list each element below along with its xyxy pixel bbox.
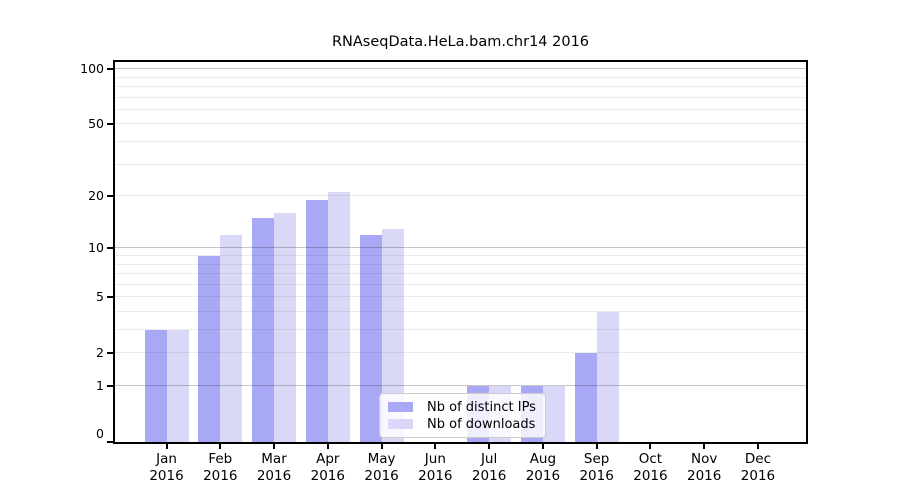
y-tick-label-10: 10 — [88, 240, 104, 256]
x-tick-oct — [649, 444, 652, 449]
y-tick-label-2: 2 — [96, 345, 104, 361]
x-tick-may — [380, 444, 383, 449]
bar-may-downloads — [381, 228, 404, 442]
legend-label-downloads: Nb of downloads — [427, 416, 536, 432]
x-tick-feb — [219, 444, 222, 449]
x-tick-sep — [595, 444, 598, 449]
y-tick-label-100: 100 — [80, 61, 104, 77]
x-tick-aug — [541, 444, 544, 449]
y-tick-label-20: 20 — [88, 188, 104, 203]
bar-aug-downloads — [542, 386, 565, 442]
x-tick-nov — [703, 444, 706, 449]
x-tick-dec — [756, 444, 759, 449]
legend: Nb of distinct IPs Nb of downloads — [379, 393, 546, 438]
bar-jan-distinct-ips — [144, 330, 167, 442]
x-tick-label-jan: Jan 2016 — [149, 451, 184, 484]
x-tick-apr — [326, 444, 329, 449]
y-tick-label-0: 0 — [96, 426, 104, 441]
bar-sep-distinct-ips — [574, 353, 597, 442]
x-tick-label-sep: Sep 2016 — [579, 451, 614, 484]
bar-apr-downloads — [327, 192, 350, 442]
y-tick-label-50: 50 — [88, 116, 104, 132]
legend-swatch-distinct-ips — [388, 402, 413, 412]
y-tick-label-5: 5 — [96, 289, 104, 305]
bars-layer — [115, 62, 806, 442]
y-tick-2 — [107, 352, 113, 355]
x-tick-jun — [434, 444, 437, 449]
y-tick-0 — [107, 441, 113, 443]
legend-row-downloads: Nb of downloads — [388, 416, 537, 432]
x-tick-label-mar: Mar 2016 — [256, 451, 292, 484]
bar-jan-downloads — [166, 330, 189, 442]
bar-mar-distinct-ips — [252, 218, 275, 442]
x-tick-mar — [273, 444, 276, 449]
y-tick-5 — [107, 296, 113, 299]
y-tick-label-1: 1 — [96, 377, 104, 393]
bar-feb-downloads — [220, 234, 243, 442]
legend-swatch-downloads — [388, 419, 413, 429]
x-tick-label-apr: Apr 2016 — [310, 451, 345, 484]
x-tick-label-feb: Feb 2016 — [203, 451, 238, 484]
plot-area: Nb of distinct IPs Nb of downloads — [113, 60, 808, 444]
bar-mar-downloads — [274, 213, 297, 442]
x-tick-label-aug: Aug 2016 — [525, 451, 561, 484]
legend-row-distinct-ips: Nb of distinct IPs — [388, 399, 537, 415]
bar-apr-distinct-ips — [305, 199, 328, 442]
bar-sep-downloads — [596, 312, 619, 442]
y-tick-50 — [107, 123, 113, 126]
y-tick-10 — [107, 247, 113, 250]
chart-title: RNAseqData.HeLa.bam.chr14 2016 — [331, 34, 590, 50]
bar-feb-distinct-ips — [198, 256, 221, 442]
x-tick-label-nov: Nov 2016 — [687, 451, 722, 484]
bar-may-distinct-ips — [359, 234, 382, 442]
x-tick-jul — [488, 444, 491, 449]
x-tick-label-oct: Oct 2016 — [633, 451, 668, 484]
legend-label-distinct-ips: Nb of distinct IPs — [427, 399, 536, 415]
x-tick-label-jul: Jul 2016 — [471, 451, 507, 484]
y-tick-20 — [107, 195, 113, 197]
y-tick-1 — [107, 384, 113, 387]
x-tick-label-jun: Jun 2016 — [418, 451, 453, 484]
x-tick-jan — [165, 444, 168, 449]
x-tick-label-may: May 2016 — [364, 451, 399, 484]
plot-inner: Nb of distinct IPs Nb of downloads — [115, 62, 806, 442]
x-tick-label-dec: Dec 2016 — [740, 451, 776, 484]
y-tick-100 — [107, 68, 113, 71]
